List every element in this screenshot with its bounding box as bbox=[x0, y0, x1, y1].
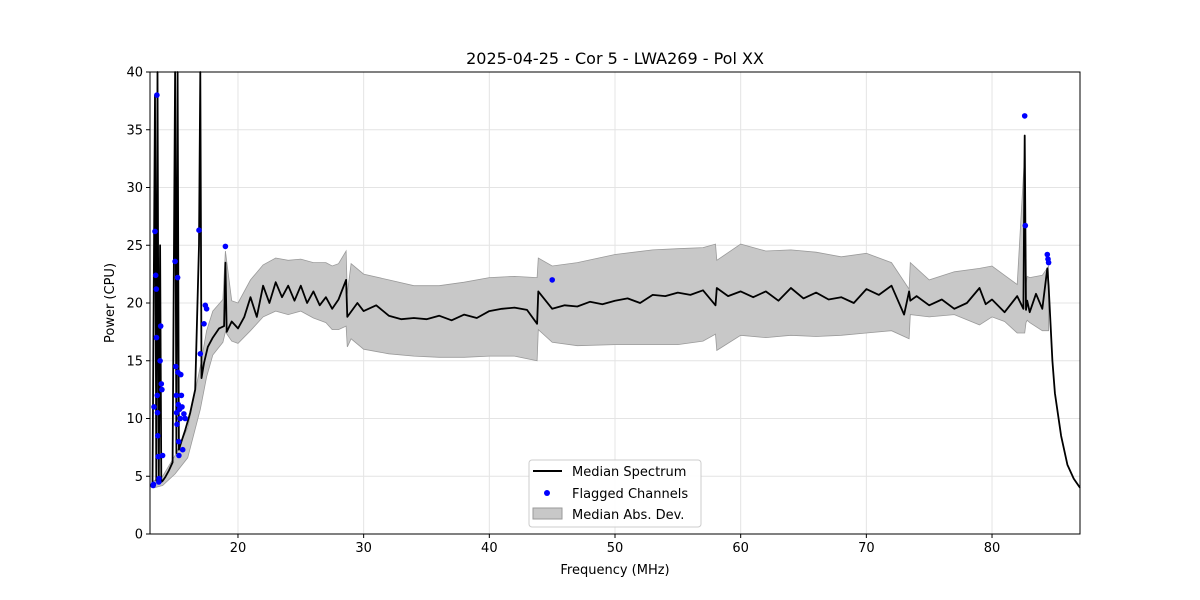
flagged-channel-point bbox=[152, 272, 159, 279]
flagged-channel-point bbox=[157, 323, 164, 329]
legend-box bbox=[528, 459, 702, 528]
flagged-channel-point bbox=[153, 334, 160, 341]
legend-median-label: Median Spectrum bbox=[572, 465, 686, 480]
flagged-channel-point bbox=[155, 453, 161, 460]
legend-flagged-marker bbox=[544, 490, 550, 496]
x-tick-label: 60 bbox=[732, 541, 749, 556]
y-tick-label: 10 bbox=[126, 412, 143, 427]
flagged-channel-point bbox=[178, 371, 184, 378]
flagged-channel-point bbox=[174, 274, 181, 281]
flagged-channel-point bbox=[196, 227, 202, 233]
mad-band-layer bbox=[153, 152, 1049, 489]
y-tick-label: 5 bbox=[135, 470, 143, 485]
median-spectrum-line bbox=[151, 71, 1081, 489]
flagged-channel-point bbox=[151, 404, 157, 410]
y-axis-label: Power (CPU) bbox=[103, 263, 118, 343]
x-tick-label: 50 bbox=[607, 541, 624, 556]
y-tick-label: 25 bbox=[126, 239, 143, 254]
x-tick-label: 20 bbox=[230, 541, 247, 556]
flagged-channel-point bbox=[155, 433, 161, 439]
flagged-channel-point bbox=[157, 358, 163, 364]
x-axis: 20 30 40 50 60 70 80 bbox=[230, 534, 1001, 556]
x-tick-label: 70 bbox=[858, 541, 875, 556]
mad-band bbox=[153, 152, 1049, 489]
flagged-channel-point bbox=[197, 351, 204, 357]
flagged-channel-point bbox=[152, 228, 158, 235]
y-tick-label: 15 bbox=[126, 354, 143, 369]
y-tick-label: 0 bbox=[135, 528, 143, 543]
flagged-channel-point bbox=[203, 306, 210, 312]
flagged-channel-point bbox=[154, 92, 160, 98]
flagged-channel-point bbox=[159, 452, 166, 459]
flagged-channel-point bbox=[1044, 251, 1051, 258]
flagged-channel-point bbox=[153, 286, 160, 292]
flagged-channel-point bbox=[150, 481, 157, 488]
flagged-channel-point bbox=[178, 392, 185, 399]
flagged-channel-point bbox=[201, 321, 207, 327]
flagged-channel-point bbox=[179, 404, 185, 410]
flagged-channel-point bbox=[177, 415, 183, 422]
flagged-channel-point bbox=[549, 277, 555, 283]
flagged-channel-point bbox=[172, 258, 178, 265]
flagged-channel-point bbox=[158, 381, 165, 387]
flagged-channel-point bbox=[176, 452, 182, 459]
flagged-points-layer bbox=[150, 92, 1052, 489]
flagged-channel-point bbox=[1022, 222, 1029, 229]
y-tick-label: 30 bbox=[126, 181, 143, 196]
y-tick-label: 35 bbox=[126, 123, 143, 138]
flagged-channel-point bbox=[1045, 259, 1052, 266]
flagged-channel-point bbox=[174, 421, 180, 428]
flagged-channel-point bbox=[179, 446, 186, 453]
flagged-channel-point bbox=[222, 243, 229, 250]
x-tick-label: 40 bbox=[481, 541, 498, 556]
legend-flagged-label: Flagged Channels bbox=[572, 487, 688, 502]
x-tick-label: 30 bbox=[355, 541, 372, 556]
legend-mad-label: Median Abs. Dev. bbox=[572, 508, 684, 523]
flagged-channel-point bbox=[159, 386, 165, 393]
flagged-channel-point bbox=[154, 392, 161, 399]
flagged-channel-point bbox=[182, 415, 188, 422]
chart-title: 2025-04-25 - Cor 5 - LWA269 - Pol XX bbox=[466, 49, 764, 68]
y-tick-label: 20 bbox=[126, 297, 143, 312]
y-tick-label: 40 bbox=[126, 66, 143, 81]
flagged-channel-point bbox=[173, 363, 179, 370]
flagged-channel-point bbox=[1021, 113, 1028, 119]
flagged-channel-point bbox=[181, 411, 187, 417]
y-axis: 0 5 10 15 20 25 30 35 40 bbox=[126, 66, 150, 543]
legend-mad-swatch bbox=[532, 507, 563, 520]
median-line-layer bbox=[151, 71, 1081, 489]
flagged-channel-point bbox=[173, 392, 180, 399]
x-tick-label: 80 bbox=[984, 541, 1001, 556]
flagged-channel-point bbox=[175, 438, 182, 445]
flagged-channel-point bbox=[156, 475, 162, 482]
x-axis-label: Frequency (MHz) bbox=[560, 563, 669, 578]
flagged-channel-point bbox=[154, 409, 161, 416]
legend: Median Spectrum Flagged Channels Median … bbox=[528, 459, 702, 528]
